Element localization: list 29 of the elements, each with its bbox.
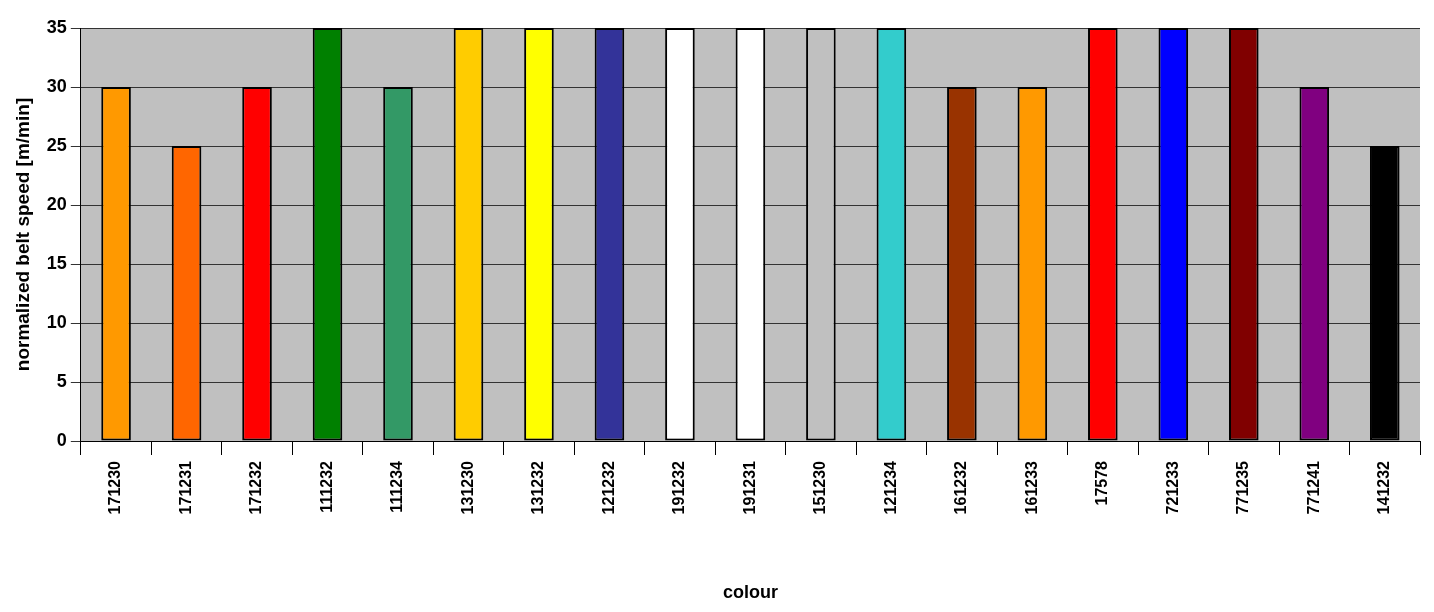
y-tick-label: 30 xyxy=(46,75,67,96)
y-tick-label: 25 xyxy=(46,134,67,155)
x-tick-label: 17578 xyxy=(1093,460,1111,506)
y-axis-title: normalized belt speed [m/min] xyxy=(11,97,33,372)
x-tick-label: 121232 xyxy=(599,460,617,515)
x-axis-title: colour xyxy=(722,582,778,603)
x-tick-label: 111234 xyxy=(388,460,406,513)
y-tick-label: 15 xyxy=(46,252,67,273)
x-tick-label: 151230 xyxy=(811,460,829,515)
x-tick-label: 171230 xyxy=(106,460,124,515)
x-tick-label: 121234 xyxy=(881,460,899,515)
x-tick-label: 131230 xyxy=(458,460,476,515)
x-tick-label: 141232 xyxy=(1375,460,1393,515)
x-tick-label: 171231 xyxy=(176,460,194,515)
y-tick-label: 35 xyxy=(46,16,67,37)
x-tick-label: 771235 xyxy=(1234,460,1252,515)
y-tick-label: 0 xyxy=(56,429,67,450)
x-tick-label: 191231 xyxy=(740,460,758,515)
x-tick-label: 771241 xyxy=(1304,460,1322,515)
x-tick-label: 131232 xyxy=(529,460,547,515)
x-tick-label: 161233 xyxy=(1022,460,1040,515)
y-tick-label: 10 xyxy=(46,311,67,332)
x-tick-label: 161232 xyxy=(952,460,970,515)
x-tick-label: 191232 xyxy=(670,460,688,515)
y-tick-label: 5 xyxy=(56,370,67,391)
x-tick-label: 111232 xyxy=(317,460,335,513)
y-tick-label: 20 xyxy=(46,193,67,214)
x-tick-label: 721233 xyxy=(1163,460,1181,515)
x-tick-label: 171232 xyxy=(247,460,265,515)
